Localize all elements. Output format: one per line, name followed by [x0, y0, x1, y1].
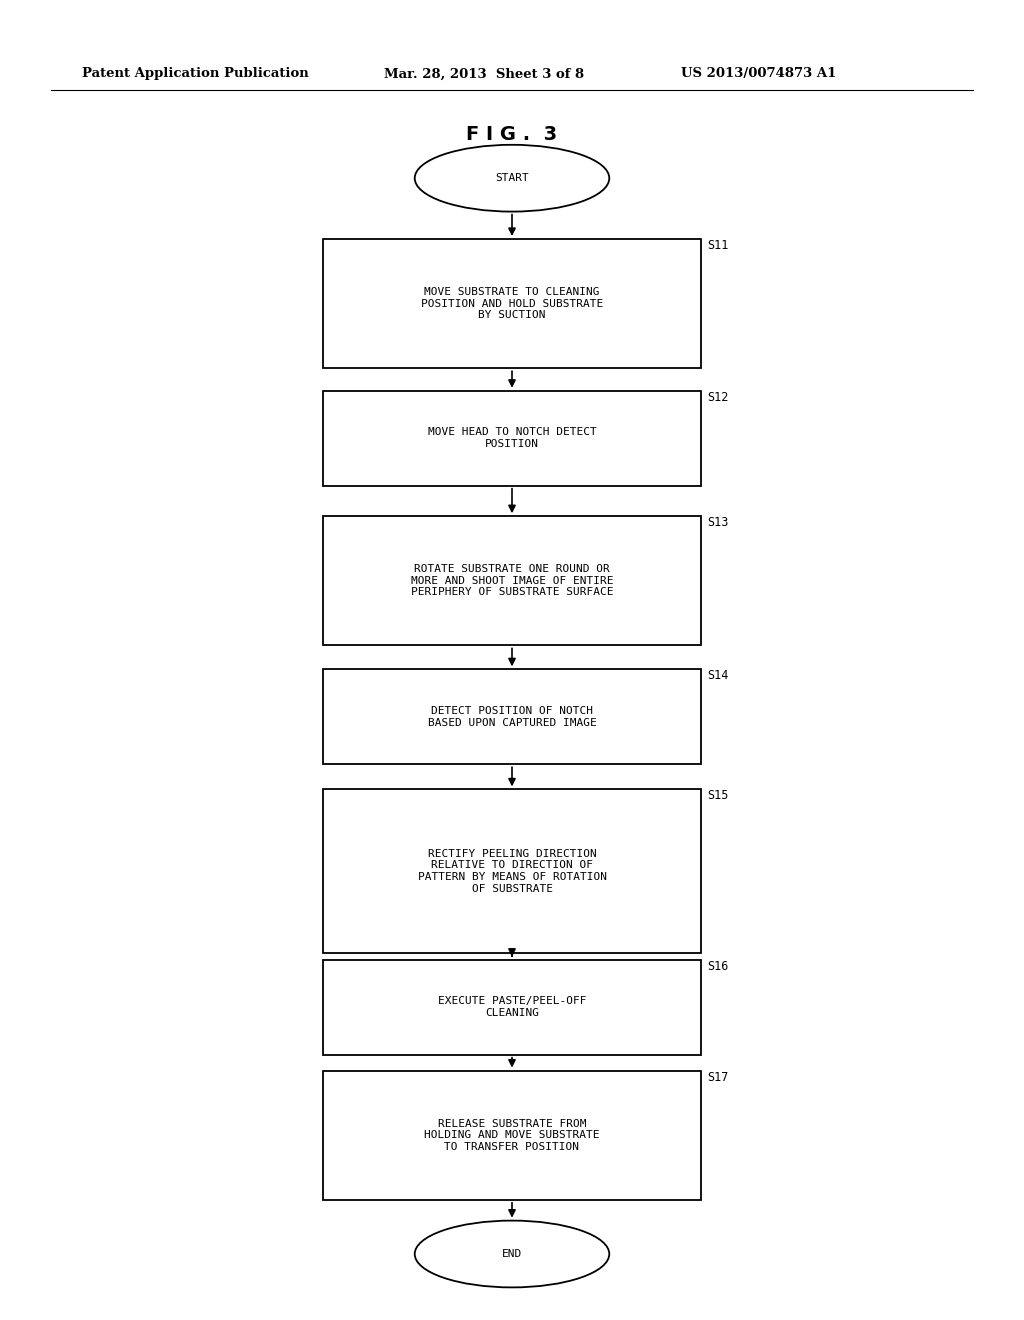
Text: DETECT POSITION OF NOTCH
BASED UPON CAPTURED IMAGE: DETECT POSITION OF NOTCH BASED UPON CAPT… — [428, 706, 596, 727]
Text: S13: S13 — [708, 516, 729, 529]
Text: RECTIFY PEELING DIRECTION
RELATIVE TO DIRECTION OF
PATTERN BY MEANS OF ROTATION
: RECTIFY PEELING DIRECTION RELATIVE TO DI… — [418, 849, 606, 894]
Text: Mar. 28, 2013  Sheet 3 of 8: Mar. 28, 2013 Sheet 3 of 8 — [384, 67, 584, 81]
Text: MOVE SUBSTRATE TO CLEANING
POSITION AND HOLD SUBSTRATE
BY SUCTION: MOVE SUBSTRATE TO CLEANING POSITION AND … — [421, 286, 603, 321]
Text: S12: S12 — [708, 391, 729, 404]
Text: MOVE HEAD TO NOTCH DETECT
POSITION: MOVE HEAD TO NOTCH DETECT POSITION — [428, 428, 596, 449]
Text: S17: S17 — [708, 1071, 729, 1084]
Text: F I G .  3: F I G . 3 — [467, 125, 557, 144]
Text: US 2013/0074873 A1: US 2013/0074873 A1 — [681, 67, 837, 81]
Text: EXECUTE PASTE/PEEL-OFF
CLEANING: EXECUTE PASTE/PEEL-OFF CLEANING — [437, 997, 587, 1018]
Text: Patent Application Publication: Patent Application Publication — [82, 67, 308, 81]
Text: ROTATE SUBSTRATE ONE ROUND OR
MORE AND SHOOT IMAGE OF ENTIRE
PERIPHERY OF SUBSTR: ROTATE SUBSTRATE ONE ROUND OR MORE AND S… — [411, 564, 613, 598]
Text: RELEASE SUBSTRATE FROM
HOLDING AND MOVE SUBSTRATE
TO TRANSFER POSITION: RELEASE SUBSTRATE FROM HOLDING AND MOVE … — [424, 1118, 600, 1152]
Text: S15: S15 — [708, 789, 729, 803]
Text: S16: S16 — [708, 960, 729, 973]
Text: START: START — [496, 173, 528, 183]
Text: S11: S11 — [708, 239, 729, 252]
Text: END: END — [502, 1249, 522, 1259]
Text: S14: S14 — [708, 669, 729, 682]
